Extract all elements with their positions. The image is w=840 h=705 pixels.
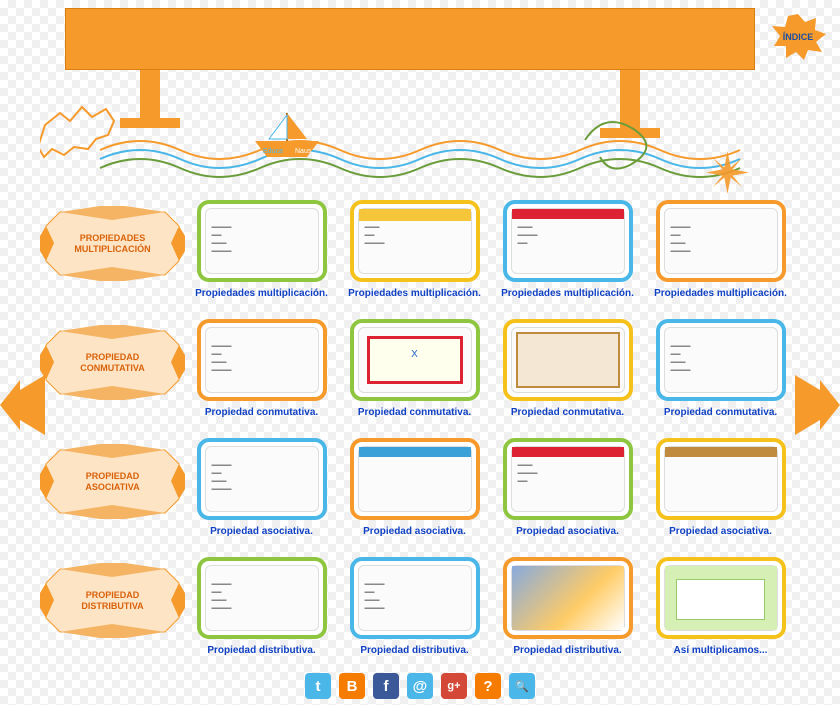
facebook-icon[interactable]: f xyxy=(373,673,399,699)
resource-caption: Propiedad distributiva. xyxy=(513,645,621,656)
email-icon[interactable]: @ xyxy=(407,673,433,699)
boat-left-text: Educa xyxy=(263,148,283,155)
resource-cell: ▬▬▬▬▬▬▬▬▬▬▬▬▬ Propiedad asociativa. xyxy=(185,438,338,537)
resource-cell: ▬▬▬▬▬▬▬▬▬▬▬▬▬ Propiedad conmutativa. xyxy=(185,319,338,418)
resource-thumbnail[interactable] xyxy=(350,438,480,520)
resource-caption: Propiedad asociativa. xyxy=(516,526,619,537)
resource-cell: ▬▬▬▬▬▬▬▬▬ Propiedades multiplicación. xyxy=(491,200,644,299)
resource-thumbnail[interactable]: ▬▬▬▬▬▬▬▬▬▬▬▬▬ xyxy=(656,319,786,401)
resource-thumbnail[interactable]: ▬▬▬▬▬▬▬▬▬▬▬▬▬ xyxy=(656,200,786,282)
resource-cell: ▬▬▬▬▬▬▬▬▬▬▬▬▬ Propiedad conmutativa. xyxy=(644,319,797,418)
resource-thumbnail[interactable] xyxy=(503,557,633,639)
resource-caption: Propiedades multiplicación. xyxy=(654,288,787,299)
resource-thumbnail[interactable]: ▬▬▬▬▬▬▬▬▬▬▬▬▬ xyxy=(197,319,327,401)
resource-cell: Así multiplicamos... xyxy=(644,557,797,656)
resource-cell: ▬▬▬▬▬▬▬▬▬▬▬▬▬ Propiedades multiplicación. xyxy=(185,200,338,299)
resource-caption: Propiedades multiplicación. xyxy=(348,288,481,299)
resource-thumbnail[interactable]: ▬▬▬▬▬▬▬▬▬ xyxy=(503,438,633,520)
resource-caption: Propiedad distributiva. xyxy=(360,645,468,656)
resource-cell: Propiedad conmutativa. xyxy=(491,319,644,418)
indice-label: ÍNDICE xyxy=(783,32,814,42)
resource-caption: Propiedades multiplicación. xyxy=(501,288,634,299)
resource-caption: Propiedad distributiva. xyxy=(207,645,315,656)
resource-cell: ▬▬▬▬▬▬▬▬▬▬▬▬▬ Propiedad distributiva. xyxy=(185,557,338,656)
resource-caption: Propiedad conmutativa. xyxy=(358,407,471,418)
resource-cell: X Propiedad conmutativa. xyxy=(338,319,491,418)
resource-cell: Propiedad distributiva. xyxy=(491,557,644,656)
resource-cell: Propiedad asociativa. xyxy=(644,438,797,537)
resource-cell: ▬▬▬▬▬▬▬▬▬▬▬▬▬ Propiedades multiplicación. xyxy=(644,200,797,299)
resource-grid: PROPIEDADES MULTIPLICACIÓN▬▬▬▬▬▬▬▬▬▬▬▬▬P… xyxy=(40,200,800,676)
resource-caption: Propiedad conmutativa. xyxy=(511,407,624,418)
resource-thumbnail[interactable]: ▬▬▬▬▬▬▬▬▬▬▬▬▬ xyxy=(197,200,327,282)
resource-thumbnail[interactable] xyxy=(656,438,786,520)
resource-thumbnail[interactable]: ▬▬▬▬▬▬▬▬▬▬▬▬▬ xyxy=(197,557,327,639)
twitter-icon[interactable]: t xyxy=(305,673,331,699)
row-label: PROPIEDAD ASOCIATIVA xyxy=(40,444,185,519)
resource-caption: Propiedad asociativa. xyxy=(210,526,313,537)
resource-caption: Propiedades multiplicación. xyxy=(195,288,328,299)
decorative-scene: Educa Naus xyxy=(40,95,800,185)
blogger-icon[interactable]: B xyxy=(339,673,365,699)
resource-caption: Propiedad asociativa. xyxy=(363,526,466,537)
resource-thumbnail[interactable]: ▬▬▬▬▬▬▬▬▬ xyxy=(350,200,480,282)
gplus-icon[interactable]: g+ xyxy=(441,673,467,699)
resource-cell: ▬▬▬▬▬▬▬▬▬ Propiedades multiplicación. xyxy=(338,200,491,299)
indice-button[interactable]: ÍNDICE xyxy=(768,12,828,62)
resource-cell: ▬▬▬▬▬▬▬▬▬▬▬▬▬ Propiedad distributiva. xyxy=(338,557,491,656)
search-icon[interactable]: 🔍 xyxy=(509,673,535,699)
resource-caption: Propiedad asociativa. xyxy=(669,526,772,537)
footer-social-bar: tBf @ g+? 🔍 xyxy=(0,673,840,699)
row-label: PROPIEDADES MULTIPLICACIÓN xyxy=(40,206,185,281)
resource-caption: Así multiplicamos... xyxy=(674,645,768,656)
resource-cell: ▬▬▬▬▬▬▬▬▬ Propiedad asociativa. xyxy=(491,438,644,537)
resource-cell: Propiedad asociativa. xyxy=(338,438,491,537)
resource-thumbnail[interactable]: ▬▬▬▬▬▬▬▬▬▬▬▬▬ xyxy=(350,557,480,639)
resource-thumbnail[interactable]: X xyxy=(350,319,480,401)
row-label: PROPIEDAD CONMUTATIVA xyxy=(40,325,185,400)
help-icon[interactable]: ? xyxy=(475,673,501,699)
resource-caption: Propiedad conmutativa. xyxy=(205,407,318,418)
resource-thumbnail[interactable] xyxy=(503,319,633,401)
compass-icon xyxy=(705,150,750,195)
resource-thumbnail[interactable]: ▬▬▬▬▬▬▬▬▬▬▬▬▬ xyxy=(197,438,327,520)
prev-arrow[interactable] xyxy=(0,370,45,440)
header-banner xyxy=(65,8,755,70)
boat-right-text: Naus xyxy=(295,148,312,155)
resource-thumbnail[interactable]: ▬▬▬▬▬▬▬▬▬ xyxy=(503,200,633,282)
row-label: PROPIEDAD DISTRIBUTIVA xyxy=(40,563,185,638)
next-arrow[interactable] xyxy=(795,370,840,440)
resource-caption: Propiedad conmutativa. xyxy=(664,407,777,418)
resource-thumbnail[interactable] xyxy=(656,557,786,639)
